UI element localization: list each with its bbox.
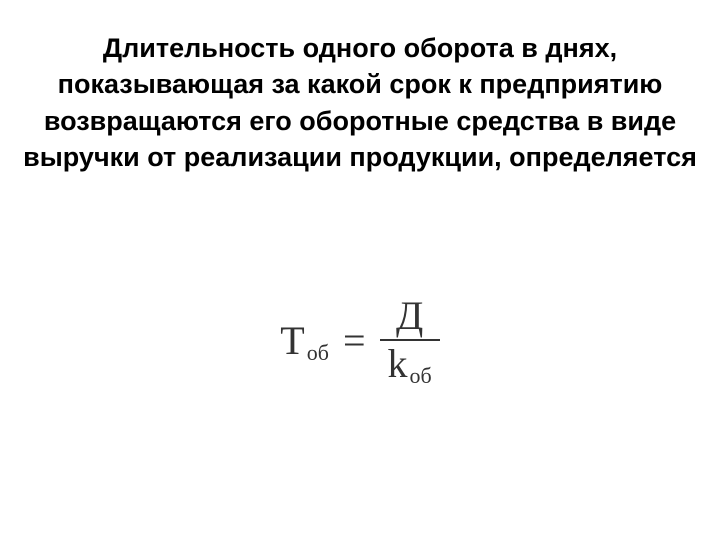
lhs-subscript: об [307, 340, 329, 366]
equals-sign: = [343, 317, 366, 364]
denominator-subscript: об [410, 364, 432, 387]
lhs-symbol: Т [280, 317, 304, 364]
formula-lhs: Т об [280, 317, 329, 364]
fraction: Д k об [380, 295, 440, 385]
definition-heading: Длительность одного оборота в днях, пока… [20, 30, 700, 176]
numerator: Д [382, 295, 437, 339]
denominator: k об [380, 341, 440, 385]
denominator-symbol: k [388, 343, 408, 385]
slide: Длительность одного оборота в днях, пока… [0, 0, 720, 540]
formula-inner: Т об = Д k об [280, 295, 439, 385]
formula-block: Т об = Д k об [0, 295, 720, 385]
